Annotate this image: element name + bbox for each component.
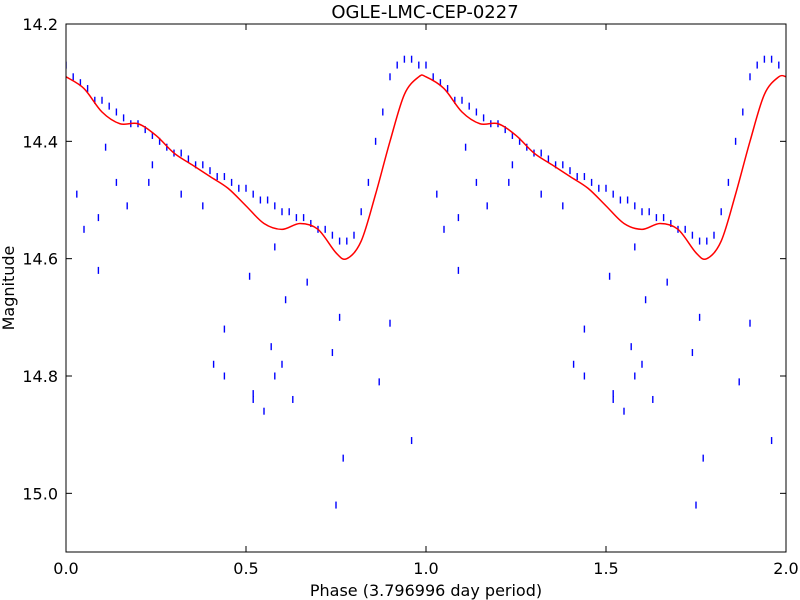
y-tick-label: 15.0 <box>22 484 58 503</box>
x-axis-label: Phase (3.796996 day period) <box>310 581 542 600</box>
x-tick-label: 0.5 <box>233 559 258 578</box>
x-tick-label: 1.0 <box>413 559 438 578</box>
axes: 0.0 0.5 1.0 1.5 2.0 14.2 14.4 14.6 14.8 15.0 <box>22 15 798 578</box>
y-tick-label: 14.6 <box>22 250 58 269</box>
y-tick-label: 14.4 <box>22 132 58 151</box>
plot-frame <box>65 23 787 553</box>
plot-area <box>66 55 786 509</box>
x-tick-label: 0.0 <box>53 559 78 578</box>
y-axis-label: Magnitude <box>0 246 18 331</box>
x-tick-label: 2.0 <box>773 559 798 578</box>
y-tick-label: 14.2 <box>22 15 58 34</box>
y-tick-label: 14.8 <box>22 367 58 386</box>
chart-title: OGLE-LMC-CEP-0227 <box>331 2 518 23</box>
fit-curve <box>66 74 786 261</box>
x-tick-label: 1.5 <box>593 559 618 578</box>
